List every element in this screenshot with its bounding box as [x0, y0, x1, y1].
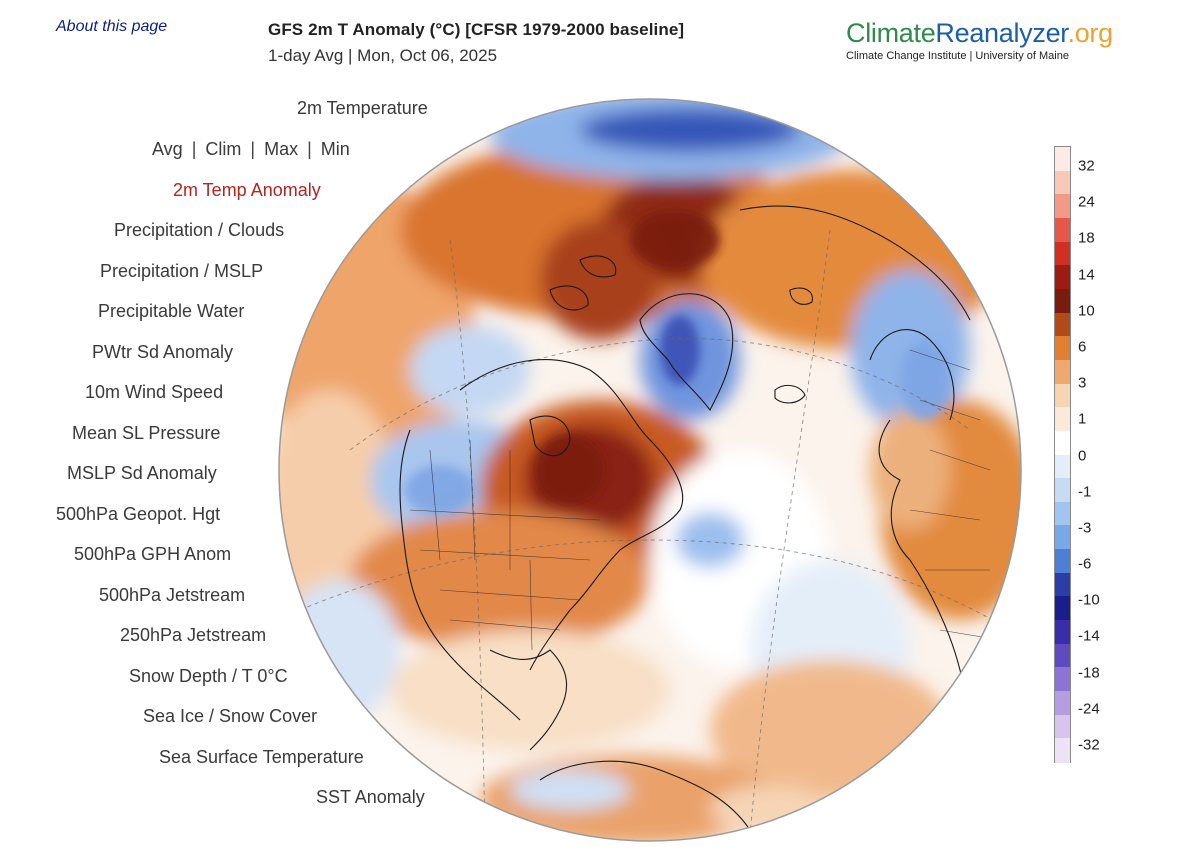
colorbar-swatch [1055, 525, 1070, 550]
menu-pwtr-sd-anomaly[interactable]: PWtr Sd Anomaly [92, 342, 234, 362]
colorbar-label: -1 [1078, 483, 1092, 501]
colorbar-swatch [1055, 217, 1070, 243]
colorbar-label: -18 [1078, 664, 1100, 682]
colorbar-swatch [1055, 336, 1070, 361]
menu-separator: | [307, 139, 312, 159]
colorbar-swatch [1055, 667, 1070, 692]
menu-sst-anomaly[interactable]: SST Anomaly [316, 787, 425, 807]
colorbar-label: 14 [1078, 266, 1095, 284]
colorbar-label: -6 [1078, 555, 1092, 573]
globe-map [278, 98, 1022, 842]
menu-stat-min[interactable]: Min [320, 139, 350, 159]
borders [409, 349, 1001, 651]
menu-stat-options: Avg | Clim | Max | Min [152, 139, 350, 160]
colorbar-label: 18 [1078, 229, 1095, 247]
colorbar-label: -10 [1078, 591, 1100, 609]
colorbar-swatch [1055, 596, 1070, 621]
colorbar-label: 6 [1078, 338, 1087, 356]
menu-500hpa-gph-anom[interactable]: 500hPa GPH Anom [74, 544, 232, 564]
colorbar-swatch [1055, 454, 1070, 479]
menu-separator: | [250, 139, 256, 159]
brand-tagline: Climate Change Institute | University of… [846, 50, 1069, 62]
colorbar-swatch [1055, 407, 1070, 432]
anomaly-field [279, 99, 1021, 841]
colorbar-label: 24 [1078, 193, 1095, 211]
colorbar-swatch [1055, 478, 1070, 503]
menu-250hpa-jetstream[interactable]: 250hPa Jetstream [120, 625, 267, 645]
colorbar-swatch [1055, 312, 1070, 337]
menu-10m-wind-speed[interactable]: 10m Wind Speed [85, 382, 224, 402]
colorbar-swatch [1055, 643, 1070, 668]
colorbar-swatch [1055, 241, 1070, 266]
colorbar-label: 10 [1078, 302, 1095, 320]
menu-2m-temp-anomaly[interactable]: 2m Temp Anomaly [173, 180, 321, 200]
menu-500hpa-jetstream[interactable]: 500hPa Jetstream [99, 585, 246, 605]
colorbar-label: -3 [1078, 519, 1092, 537]
colorbar [1054, 146, 1071, 763]
menu-stat-clim[interactable]: Clim [205, 139, 242, 159]
coastlines [399, 205, 975, 831]
colorbar-swatch [1055, 194, 1070, 219]
menu-separator: | [191, 139, 197, 159]
colorbar-swatch [1055, 620, 1070, 645]
colorbar-swatch [1055, 383, 1070, 408]
menu-precipitation-clouds[interactable]: Precipitation / Clouds [114, 220, 285, 240]
menu-500hpa-geopot-hgt[interactable]: 500hPa Geopot. Hgt [56, 504, 221, 524]
menu-stat-max[interactable]: Max [264, 139, 299, 159]
colorbar-label: 3 [1078, 374, 1087, 392]
map-title-block: GFS 2m T Anomaly (°C) [CFSR 1979-2000 ba… [268, 20, 684, 66]
menu-mslp-sd-anomaly[interactable]: MSLP Sd Anomaly [67, 463, 217, 483]
menu-snow-depth[interactable]: Snow Depth / T 0°C [129, 666, 288, 686]
menu-sea-surface-temperature[interactable]: Sea Surface Temperature [159, 747, 364, 767]
colorbar-label: 1 [1078, 410, 1087, 428]
colorbar-label: -32 [1078, 736, 1100, 754]
brand-logo[interactable]: ClimateReanalyzer.org Climate Change Ins… [846, 16, 1116, 62]
brand-reanalyzer: Reanalyzer [935, 18, 1068, 48]
globe-outline [278, 98, 1022, 842]
menu-mean-sl-pressure[interactable]: Mean SL Pressure [72, 423, 221, 443]
brand-climate: Climate [846, 18, 936, 48]
colorbar-label: 0 [1078, 447, 1087, 464]
menu-2m-temperature[interactable]: 2m Temperature [297, 98, 428, 118]
colorbar-swatch [1055, 714, 1070, 739]
map-subtitle: 1-day Avg | Mon, Oct 06, 2025 [268, 46, 498, 65]
colorbar-swatch [1055, 147, 1070, 172]
colorbar-swatch [1055, 549, 1070, 574]
menu-sea-ice-snow-cover[interactable]: Sea Ice / Snow Cover [143, 706, 318, 726]
colorbar-swatch [1055, 430, 1070, 456]
menu-precipitable-water[interactable]: Precipitable Water [98, 301, 245, 321]
colorbar-swatch [1055, 288, 1070, 314]
brand-name: ClimateReanalyzer.org [846, 16, 1116, 50]
anomaly-details [405, 210, 950, 515]
menu-stat-avg[interactable]: Avg [152, 139, 183, 159]
colorbar-swatch [1055, 265, 1070, 290]
map-title: GFS 2m T Anomaly (°C) [CFSR 1979-2000 ba… [268, 20, 685, 39]
colorbar-swatch [1055, 170, 1070, 195]
colorbar-swatch [1055, 359, 1070, 385]
colorbar-label: 32 [1078, 157, 1095, 175]
colorbar-swatch [1055, 691, 1070, 716]
colorbar-label: -24 [1078, 700, 1100, 718]
brand-org: .org [1067, 18, 1114, 48]
about-link[interactable]: About this page [56, 18, 168, 35]
colorbar-swatch [1055, 572, 1070, 598]
menu-precipitation-mslp[interactable]: Precipitation / MSLP [100, 261, 264, 281]
colorbar-swatch [1055, 738, 1070, 763]
colorbar-swatch [1055, 501, 1070, 527]
colorbar-label: -14 [1078, 627, 1100, 645]
